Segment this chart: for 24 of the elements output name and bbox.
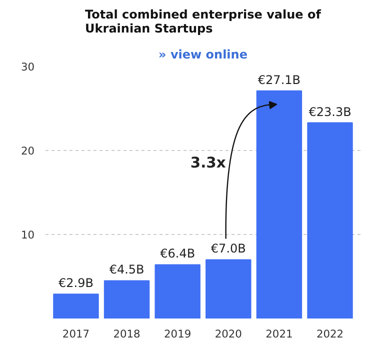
data-label: €2.9B — [58, 276, 94, 290]
y-tick-label: 30 — [20, 60, 35, 74]
bar — [206, 259, 252, 318]
bar — [256, 90, 302, 318]
bar — [154, 264, 200, 318]
x-tick-label: 2019 — [164, 328, 192, 340]
bar — [53, 294, 99, 318]
bar — [104, 280, 150, 318]
chart-subtitle: » view online — [158, 48, 248, 62]
annotation: 3.3x — [190, 154, 226, 172]
x-tick-label: 2020 — [214, 328, 242, 340]
y-tick-label: 10 — [20, 228, 35, 242]
y-tick-label: 20 — [20, 144, 35, 158]
data-label: €27.1B — [258, 72, 301, 87]
x-tick-label: 2021 — [266, 328, 293, 340]
data-label: €7.0B — [210, 242, 246, 256]
data-label: €6.4B — [160, 246, 196, 261]
x-tick-label: 2018 — [113, 328, 141, 340]
chart-title: Total combined enterprise value of Ukrainian Startups — [85, 8, 322, 36]
data-label: €4.5B — [109, 262, 144, 277]
data-label: €23.3B — [308, 104, 352, 119]
x-tick-label: 2022 — [316, 328, 344, 340]
bar — [307, 122, 353, 318]
x-tick-label: 2017 — [62, 328, 90, 340]
